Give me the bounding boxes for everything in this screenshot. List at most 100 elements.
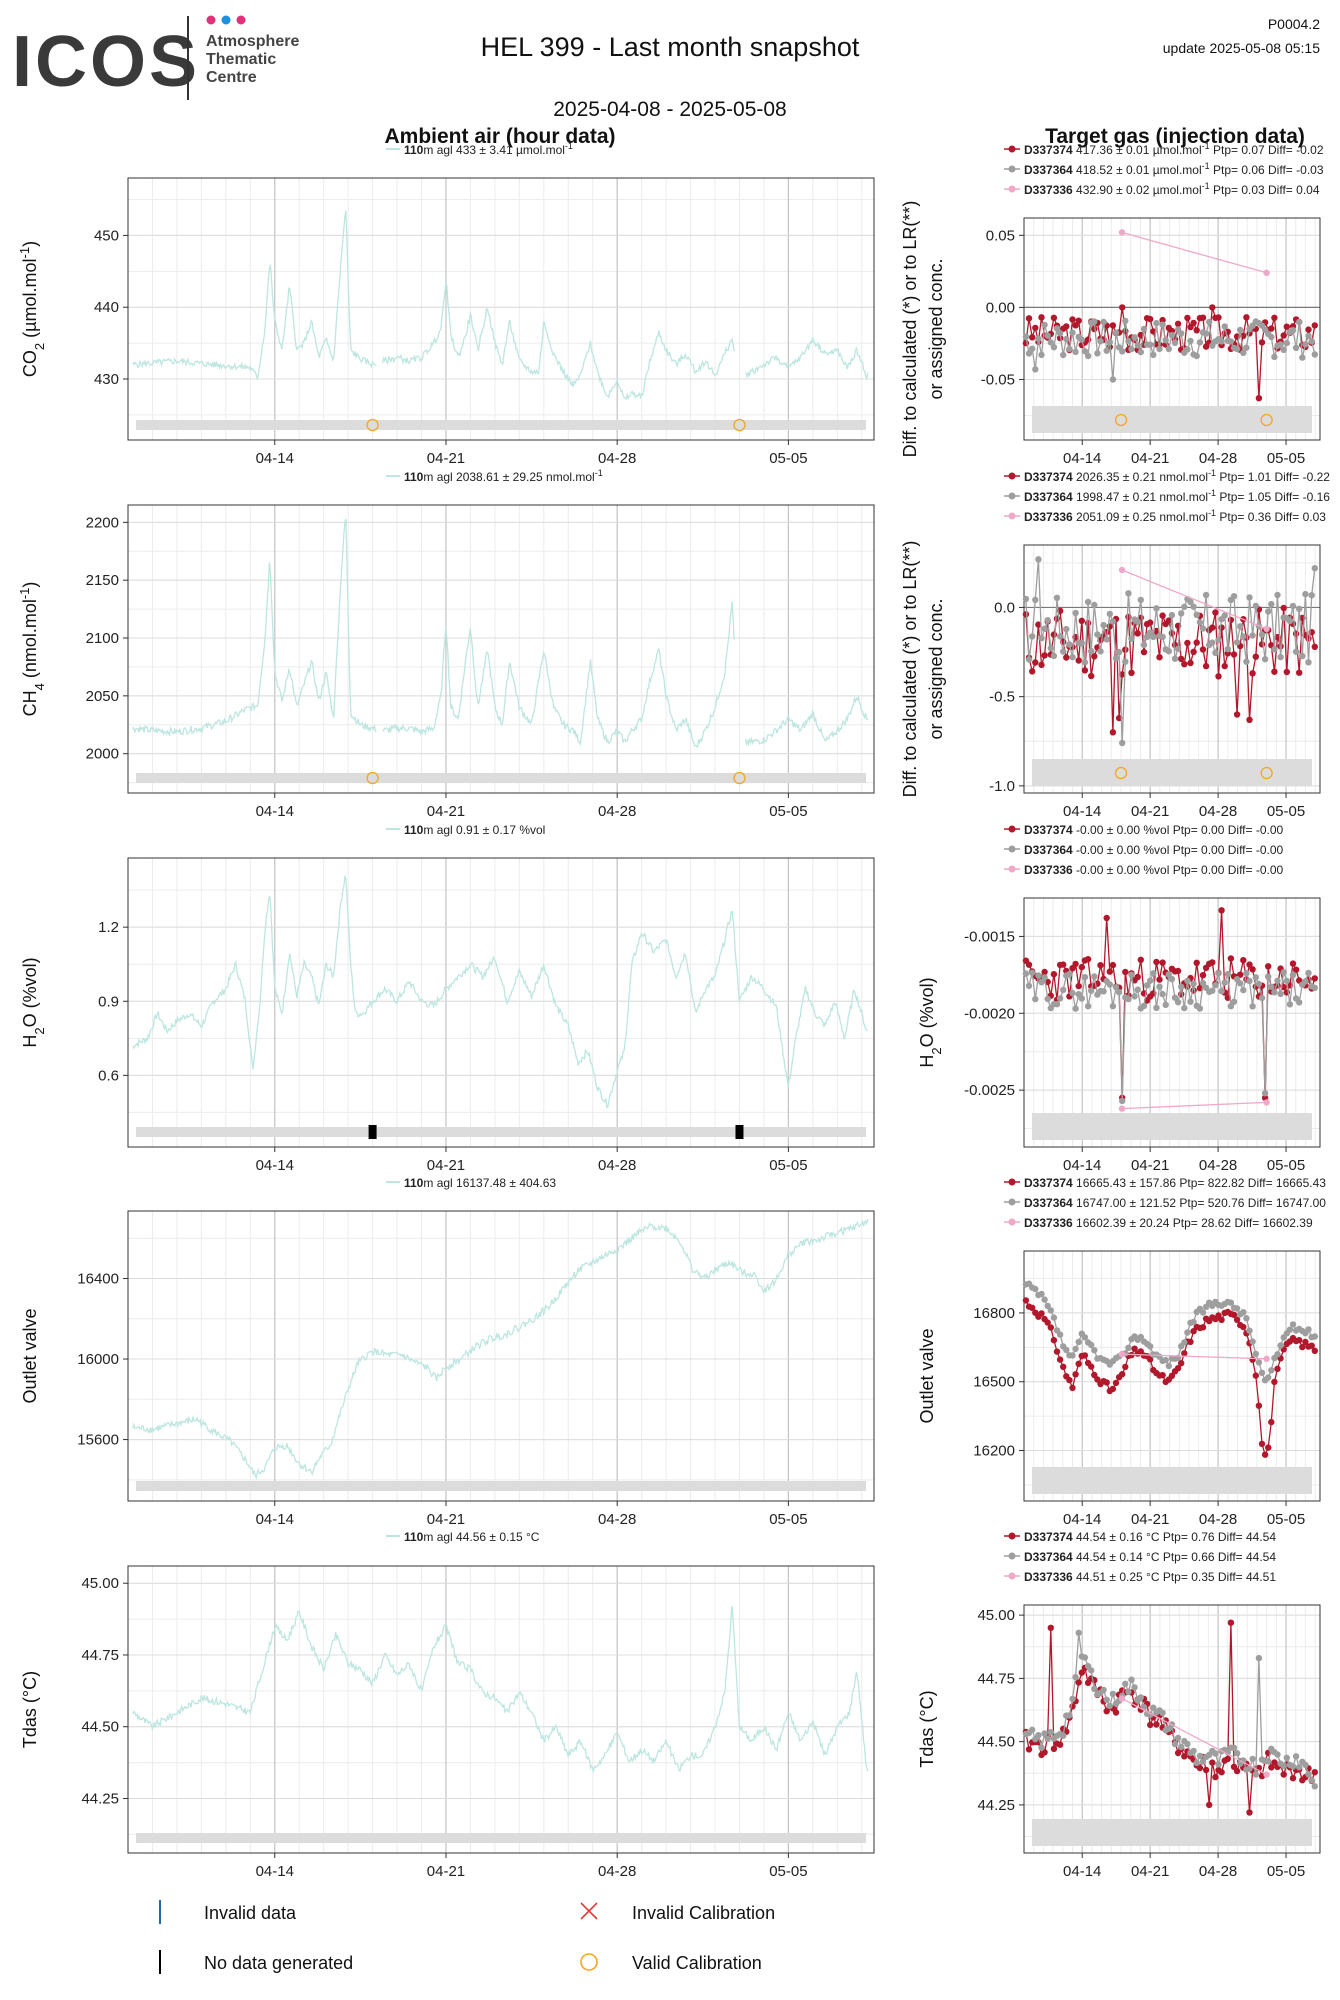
series-dot-icon (1008, 1532, 1016, 1540)
ylabel-main: H (917, 1055, 937, 1068)
target-point-D337364 (1044, 1302, 1051, 1310)
target-point-D337364 (1296, 605, 1303, 612)
target-point-D337364 (1199, 979, 1207, 987)
legend-height: 110 (404, 1176, 424, 1190)
target-point-D337374 (1122, 1363, 1129, 1371)
valid-calibration-marker (1114, 413, 1128, 427)
no-data-label: No data generated (204, 1953, 353, 1973)
header-group: ICOS Atmosphere Thematic Centre HEL 399 … (12, 15, 1320, 148)
target-point-D337374 (1088, 672, 1095, 680)
y-tick-label: 0.05 (986, 227, 1015, 244)
target-point-D337364 (1078, 995, 1086, 1002)
target-point-D337364 (1038, 635, 1045, 642)
invalid-calibration-label: Invalid Calibration (632, 1903, 775, 1923)
target-point-D337374 (1134, 630, 1141, 637)
series-name: D337374 (1024, 823, 1073, 837)
target-point-D337364 (1184, 1740, 1191, 1748)
target-point-D337374 (1218, 907, 1225, 914)
target-point-D337364 (1283, 1754, 1291, 1762)
target-point-D337364 (1150, 633, 1157, 640)
target-point-D337364 (1044, 1735, 1051, 1743)
plot-frame (1023, 897, 1321, 1148)
target-point-D337364 (1066, 971, 1073, 978)
target-point-D337364 (1032, 1285, 1039, 1293)
target-point-D337364 (1109, 1003, 1117, 1010)
y-axis-label: Tdas (°C) (20, 1671, 40, 1748)
chart-co2_ambient: 04-14 04-21 04-28 05-05 430 440 450 CO2 (µmol.m… (17, 141, 875, 467)
series-legend: 110m agl 44.56 ± 0.15 °C (386, 1530, 540, 1544)
target-point-D337364 (1038, 351, 1045, 359)
product-code: P0004.2 (1268, 16, 1320, 32)
target-point-D337364 (1280, 346, 1287, 353)
target-point-D337364 (1094, 631, 1101, 638)
target-point-D337364 (1237, 326, 1244, 334)
target-point-D337364 (1134, 618, 1141, 626)
target-point-D337374 (1056, 334, 1064, 342)
series-legend-D337374: D337374 2026.35 ± 0.21 nmol.mol-1 Ptp= 1… (1004, 468, 1330, 484)
target-point-D337364 (1091, 318, 1098, 325)
target-point-D337364 (1072, 1345, 1079, 1353)
ambient-series-line (132, 1605, 869, 1774)
series-name: D337364 (1024, 163, 1073, 177)
target-point-D337364 (1184, 1329, 1191, 1336)
x-tick-label: 04-28 (598, 450, 636, 467)
target-point-D337364 (1265, 1758, 1272, 1765)
target-point-D337364 (1255, 1359, 1263, 1366)
target-point-D337364 (1041, 625, 1048, 632)
target-point-D337364 (1041, 1730, 1048, 1737)
target-point-D337364 (1311, 1783, 1319, 1790)
series-stats: 16747.00 ± 121.52 (1073, 1196, 1177, 1210)
target-point-D337374 (1261, 1451, 1269, 1458)
y-tick-label: 16200 (973, 1443, 1015, 1460)
target-point-D337364 (1022, 333, 1030, 340)
target-point-D337364 (1109, 618, 1117, 625)
target-point-D337364 (1286, 617, 1294, 625)
target-point-D337364 (1296, 999, 1303, 1006)
ylabel-main: Tdas (°C) (917, 1690, 937, 1767)
date-range: 2025-04-08 - 2025-05-08 (553, 98, 787, 121)
target-point-D337364 (1069, 1695, 1076, 1703)
target-point-D337374 (1252, 653, 1260, 660)
target-point-D337364 (1159, 321, 1166, 328)
ylabel-rest: O (%vol) (20, 957, 40, 1027)
y-tick-label: 45.00 (81, 1575, 119, 1592)
target-point-D337364 (1265, 608, 1272, 615)
target-point-D337374 (1147, 315, 1154, 323)
target-point-D337364 (1056, 1331, 1064, 1338)
series-stats: -0.00 ± 0.00 %vol (1073, 863, 1170, 877)
plot-frame (1023, 1250, 1321, 1502)
series-dot-icon (1008, 145, 1016, 153)
target-point-D337374 (1047, 1324, 1055, 1331)
target-point-D337364 (1022, 970, 1030, 977)
target-point-D337374 (1190, 648, 1197, 655)
target-point-D337364 (1081, 974, 1089, 981)
ylabel-main: CH (20, 690, 40, 716)
target-point-D337374 (1112, 1709, 1120, 1716)
series-name: D337336 (1024, 863, 1073, 877)
target-point-D337364 (1249, 1755, 1256, 1763)
y-tick-label: 44.50 (81, 1719, 119, 1736)
series-name: D337374 (1024, 1176, 1073, 1190)
status-band (1032, 759, 1312, 786)
target-point-D337374 (1159, 959, 1166, 966)
target-point-D337364 (1060, 648, 1067, 655)
target-point-D337374 (1311, 322, 1319, 329)
target-point-D337364 (1088, 1667, 1095, 1674)
target-point-D337364 (1119, 1097, 1126, 1105)
ylabel-main: Outlet valve (917, 1328, 937, 1423)
target-point-D337374 (1103, 1708, 1110, 1715)
target-point-D337364 (1289, 327, 1297, 334)
y-tick-label: 44.75 (81, 1647, 119, 1664)
series-dot-icon (1008, 1198, 1016, 1206)
legend-text: m agl 0.91 ± 0.17 %vol (423, 823, 545, 837)
series-legend-label: D337374 2026.35 ± 0.21 nmol.mol-1 Ptp= 1… (1024, 468, 1330, 484)
series-legend: 110m agl 16137.48 ± 404.63 (386, 1176, 556, 1190)
target-point-D337364 (1069, 1352, 1076, 1359)
series-dot-icon (1008, 845, 1016, 853)
target-point-D337364 (1302, 590, 1309, 598)
target-point-D337364 (1305, 969, 1312, 977)
target-point-D337364 (1302, 341, 1309, 348)
series-end: Ptp= 1.05 Diff= -0.16 (1216, 490, 1330, 504)
series-end: Ptp= 28.62 Diff= 16602.39 (1169, 1216, 1313, 1230)
target-point-D337364 (1088, 987, 1095, 994)
